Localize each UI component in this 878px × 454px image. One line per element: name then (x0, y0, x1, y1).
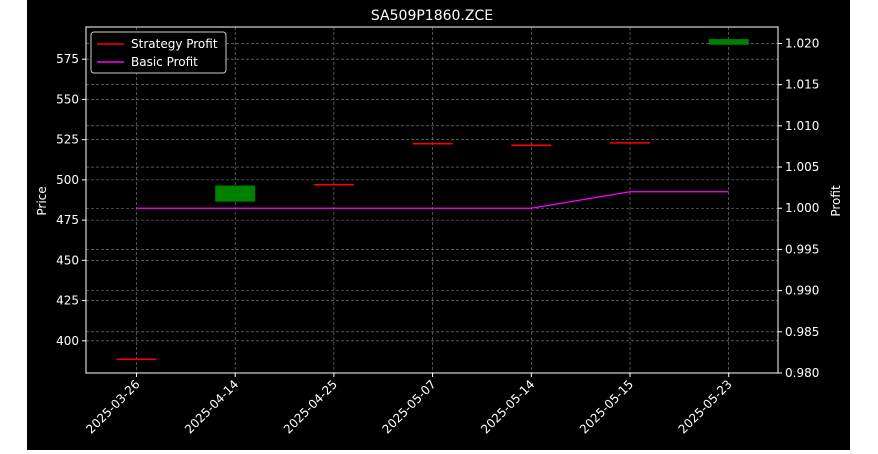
legend-box (90, 31, 227, 74)
y-left-tick-label: 425 (56, 294, 79, 308)
y-right-tick-label: 1.005 (785, 160, 819, 174)
y-right-tick-label: 0.980 (785, 366, 819, 380)
y-axis-label-left: Price (35, 186, 49, 215)
y-axis-label-right: Profit (829, 185, 843, 217)
candle-2025-03-26 (116, 358, 157, 361)
y-left-tick-label: 525 (56, 133, 79, 147)
y-right-tick-label: 1.010 (785, 119, 819, 133)
y-left-tick-label: 400 (56, 334, 79, 348)
legend-label-basic-profit: Basic Profit (131, 55, 198, 69)
y-left-ticks: 400 425 450 475 500 525 550 575 (56, 52, 86, 348)
y-right-tick-label: 0.985 (785, 325, 819, 339)
candles (116, 39, 749, 361)
candle-2025-05-07 (412, 142, 453, 145)
candle-2025-04-25 (313, 183, 354, 186)
y-right-tick-label: 0.995 (785, 242, 819, 256)
candle-2025-05-15 (610, 142, 650, 144)
y-left-tick-label: 550 (56, 92, 79, 106)
y-right-tick-label: 1.020 (785, 36, 819, 50)
y-left-tick-label: 475 (56, 213, 79, 227)
y-left-tick-label: 450 (56, 253, 79, 267)
candle-2025-05-14 (511, 144, 552, 147)
legend: Strategy Profit Basic Profit (90, 31, 227, 74)
basic-profit-line (136, 191, 729, 209)
y-left-tick-label: 500 (56, 173, 79, 187)
y-right-tick-label: 0.990 (785, 284, 819, 298)
y-right-ticks: 0.980 0.985 0.990 0.995 1.000 1.005 1.010 1.015… (778, 36, 819, 380)
candle-2025-05-23 (708, 39, 749, 45)
candle-2025-04-14 (215, 185, 256, 202)
basic-profit-series (136, 191, 729, 209)
chart-background (27, 0, 850, 450)
grid-lines (86, 27, 778, 374)
chart-title: SA509P1860.ZCE (371, 8, 493, 24)
legend-label-strategy-profit: Strategy Profit (131, 37, 218, 51)
plot-frame (85, 26, 779, 374)
y-right-tick-label: 1.015 (785, 78, 819, 92)
y-left-tick-label: 575 (56, 52, 79, 66)
y-right-tick-label: 1.000 (785, 201, 819, 215)
